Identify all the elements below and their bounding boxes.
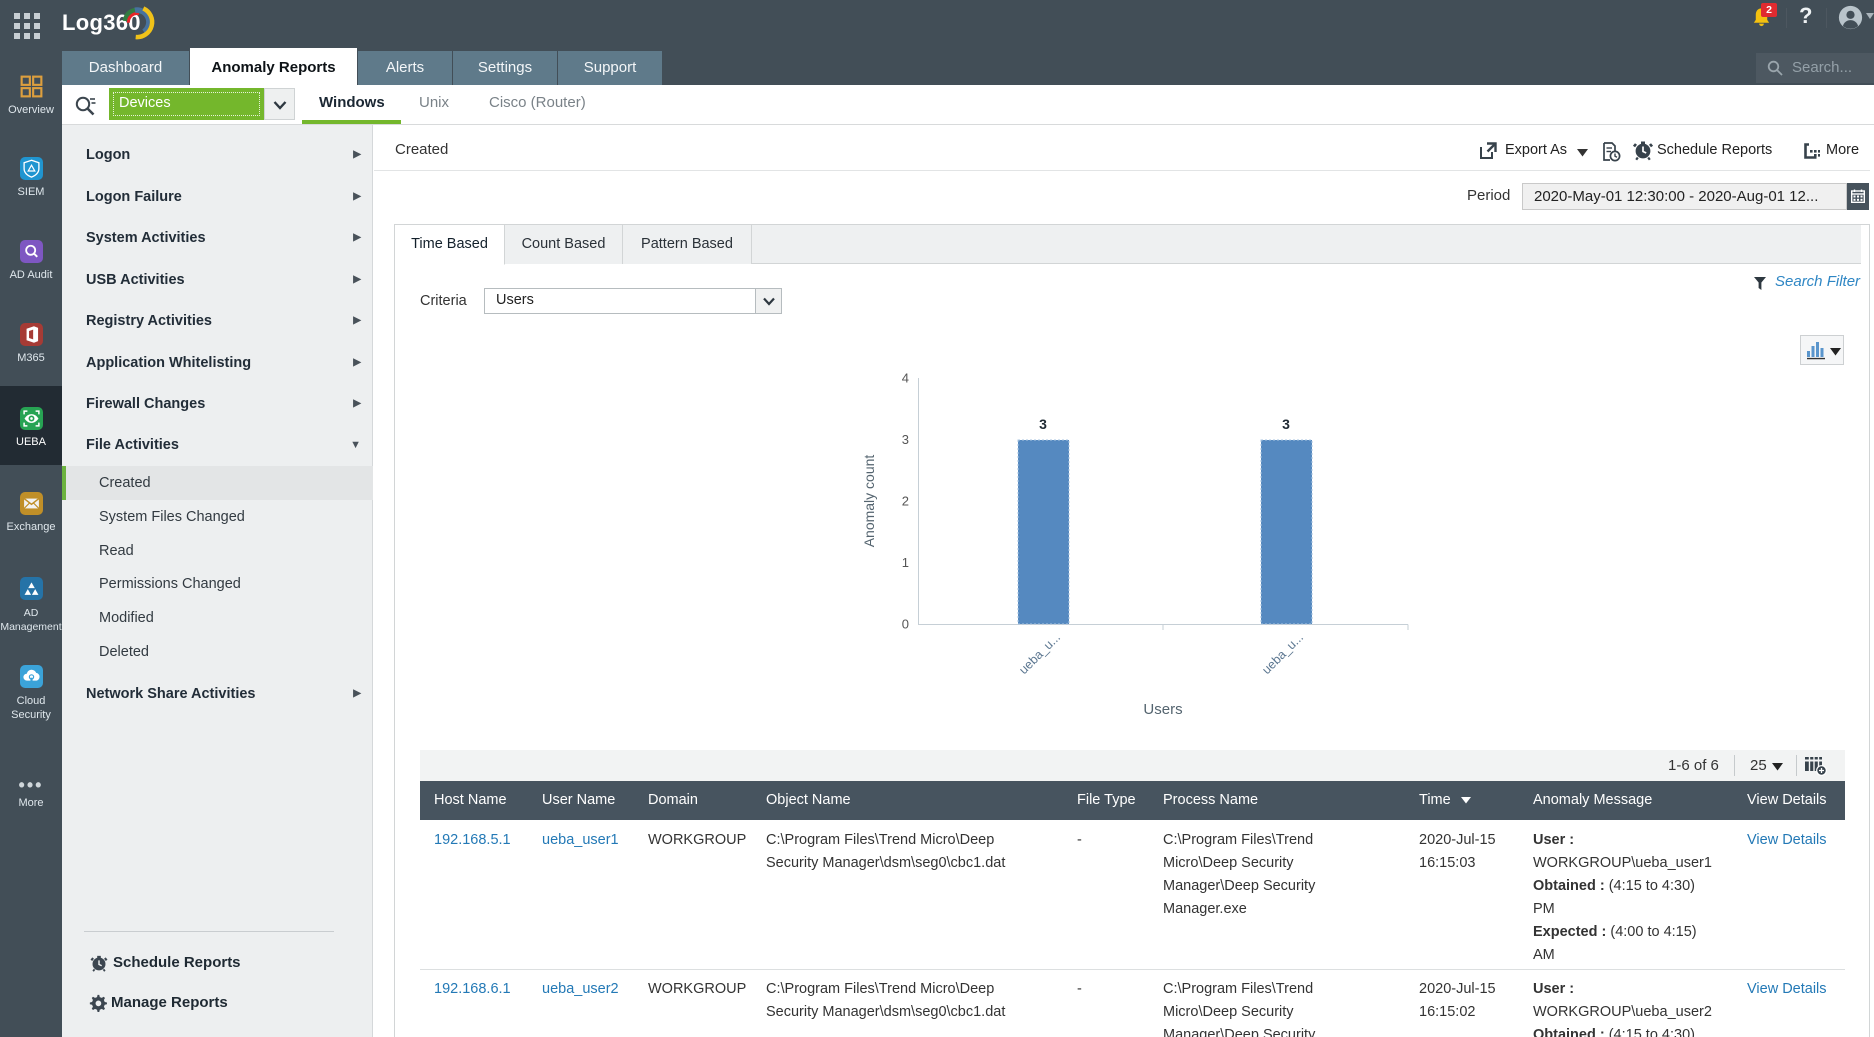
svg-text:Anomaly count: Anomaly count	[861, 455, 877, 548]
svg-text:1: 1	[902, 555, 909, 570]
svg-text:2: 2	[902, 494, 909, 509]
svg-text:0: 0	[902, 617, 909, 632]
svg-text:ueba_u...: ueba_u...	[1016, 630, 1063, 677]
svg-text:3: 3	[902, 432, 909, 447]
svg-text:ueba_u...: ueba_u...	[1259, 630, 1306, 677]
svg-text:3: 3	[1039, 416, 1047, 432]
svg-text:Users: Users	[1143, 701, 1182, 718]
svg-text:3: 3	[1282, 416, 1290, 432]
svg-text:4: 4	[902, 371, 909, 386]
